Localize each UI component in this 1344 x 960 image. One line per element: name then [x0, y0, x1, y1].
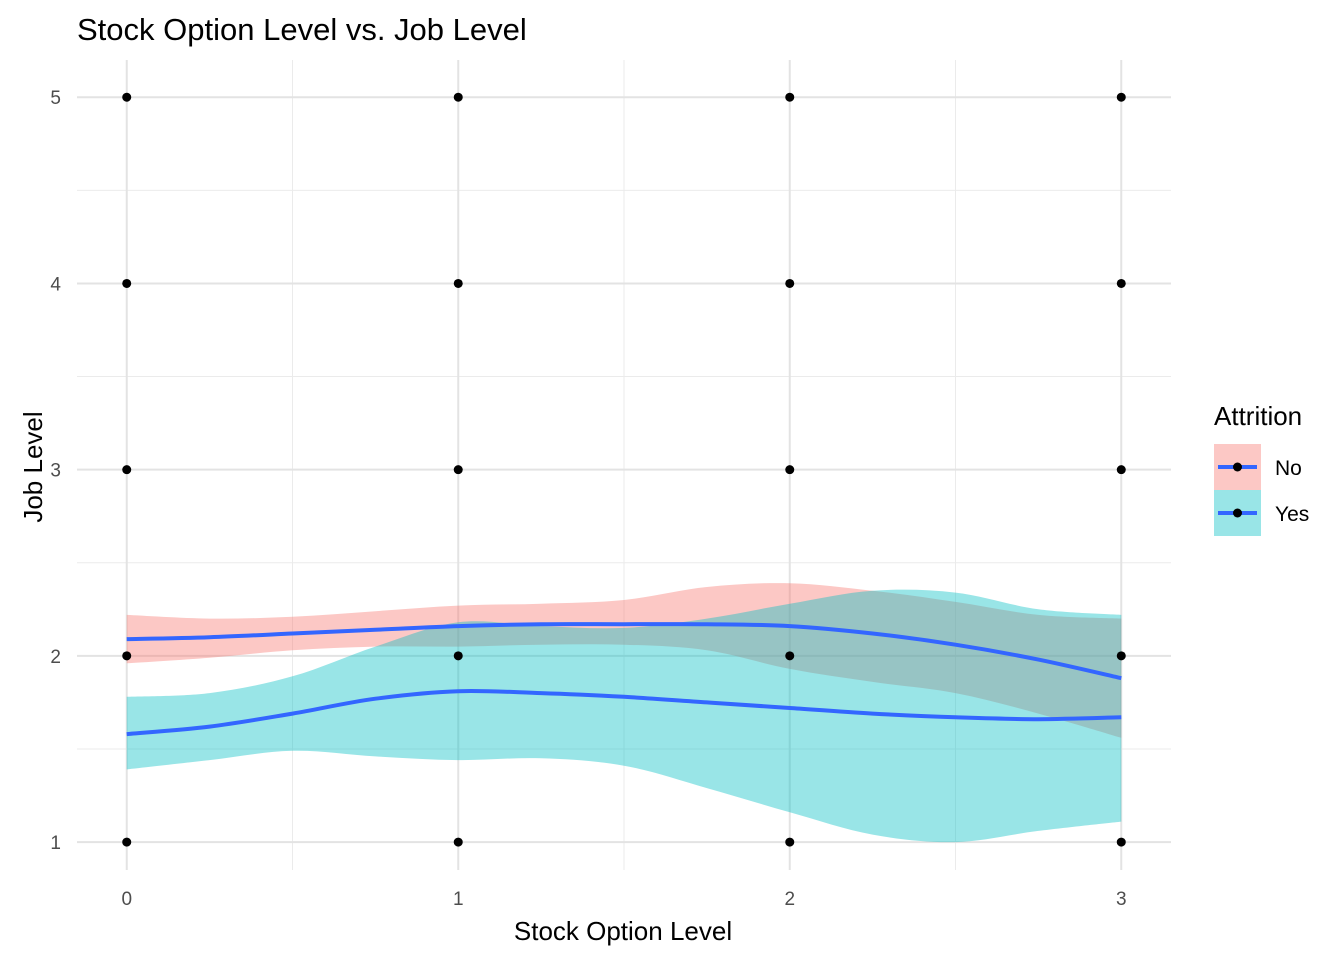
data-point [453, 465, 463, 475]
x-axis-title: Stock Option Level [514, 916, 732, 946]
data-point [122, 837, 132, 847]
data-point [453, 837, 463, 847]
legend: Attrition No Yes [1214, 401, 1309, 536]
legend-label-yes: Yes [1275, 503, 1309, 526]
chart-title: Stock Option Level vs. Job Level [77, 12, 527, 47]
y-axis-title: Job Level [18, 411, 48, 522]
data-point [785, 278, 795, 288]
x-tick-label: 0 [121, 889, 132, 910]
smooth-lines [126, 622, 1122, 737]
y-axis-ticks: 1 2 3 4 5 [50, 88, 61, 854]
confidence-band-yes [126, 589, 1122, 843]
data-point [453, 92, 463, 102]
confidence-band-no [126, 583, 1122, 738]
data-point [785, 651, 795, 661]
data-point [453, 278, 463, 288]
data-point [1116, 278, 1126, 288]
data-point [1116, 465, 1126, 475]
data-point [785, 92, 795, 102]
grid-lines [77, 60, 1171, 870]
x-tick-label: 3 [1116, 889, 1127, 910]
data-point [785, 837, 795, 847]
smooth-line-no [126, 622, 1122, 681]
y-tick-label: 5 [50, 88, 61, 109]
y-tick-label: 3 [50, 461, 61, 482]
data-point [785, 465, 795, 475]
data-point [1116, 92, 1126, 102]
data-point [1116, 651, 1126, 661]
legend-label-no: No [1275, 457, 1302, 480]
data-points [122, 92, 1126, 847]
data-point [453, 651, 463, 661]
x-tick-label: 2 [784, 889, 795, 910]
data-point [122, 651, 132, 661]
data-point [122, 465, 132, 475]
data-point [1116, 837, 1126, 847]
x-axis-ticks: 0 1 2 3 [121, 889, 1126, 910]
smooth-line-yes [126, 688, 1122, 737]
y-tick-label: 4 [50, 274, 61, 295]
data-point [122, 278, 132, 288]
legend-title: Attrition [1214, 401, 1302, 431]
y-tick-label: 1 [50, 833, 61, 854]
x-tick-label: 1 [453, 889, 464, 910]
legend-point-yes [1233, 508, 1242, 518]
data-point [122, 92, 132, 102]
y-tick-label: 2 [50, 647, 61, 668]
confidence-bands [126, 583, 1122, 843]
legend-point-no [1233, 462, 1242, 472]
